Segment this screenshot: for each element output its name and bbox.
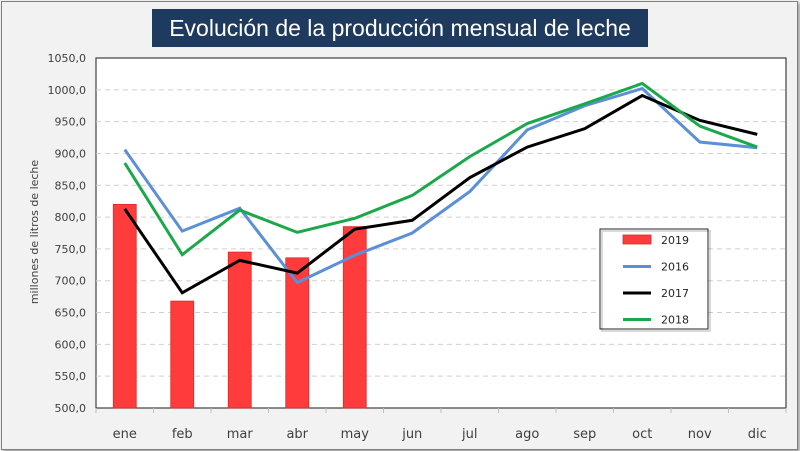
bars-2019 (112, 203, 367, 409)
y-tick-label: 1050,0 (48, 52, 87, 65)
x-tick-label: ago (515, 427, 539, 442)
legend-swatch-2019 (622, 234, 652, 245)
y-tick-label: 550,0 (55, 370, 87, 383)
x-axis-ticks: ene feb mar abr may jun jul ago sep oct nov dic (95, 408, 787, 442)
x-tick-label: abr (286, 427, 308, 442)
y-tick-label: 500,0 (55, 402, 87, 415)
y-axis-ticks: 500,0 550,0 600,0 650,0 700,0 750,0 800,0 850,0… (48, 52, 87, 415)
x-tick-label: sep (573, 427, 596, 442)
bar-2019 (285, 257, 310, 409)
y-tick-label: 650,0 (55, 307, 87, 320)
line-series (123, 81, 758, 295)
y-tick-label: 950,0 (55, 116, 87, 129)
y-axis-label: millones de litros de leche (28, 160, 41, 305)
y-tick-label: 700,0 (55, 275, 87, 288)
y-tick-label: 1000,0 (48, 84, 87, 97)
legend-label-2018: 2018 (661, 314, 689, 327)
x-tick-label: dic (748, 427, 767, 442)
y-tick-label: 600,0 (55, 338, 87, 351)
x-tick-label: mar (227, 427, 254, 442)
legend-label-2017: 2017 (661, 287, 689, 300)
legend-label-2019: 2019 (661, 234, 689, 247)
bar-2019 (227, 251, 252, 409)
line-2017 (123, 93, 758, 295)
bar-2019 (170, 300, 195, 409)
legend-shadow (601, 230, 711, 332)
y-tick-label: 750,0 (55, 243, 87, 256)
y-tick-label: 900,0 (55, 147, 87, 160)
y-tick-label: 800,0 (55, 211, 87, 224)
line-2018 (123, 81, 758, 257)
legend: 2019 2016 2017 2018 (599, 228, 711, 332)
line-2016 (123, 86, 758, 285)
x-tick-label: nov (688, 427, 712, 442)
x-tick-label: ene (113, 427, 137, 442)
legend-label-2016: 2016 (661, 261, 689, 274)
x-tick-label: may (341, 427, 370, 442)
legend-box (599, 228, 709, 330)
x-tick-label: oct (632, 427, 652, 442)
x-tick-label: feb (172, 427, 193, 442)
y-tick-label: 850,0 (55, 179, 87, 192)
x-tick-label: jun (401, 427, 422, 442)
bar-2019 (112, 203, 137, 409)
bar-2019 (342, 226, 367, 409)
x-tick-label: jul (461, 427, 477, 442)
chart-title: Evolución de la producción mensual de le… (152, 9, 648, 47)
